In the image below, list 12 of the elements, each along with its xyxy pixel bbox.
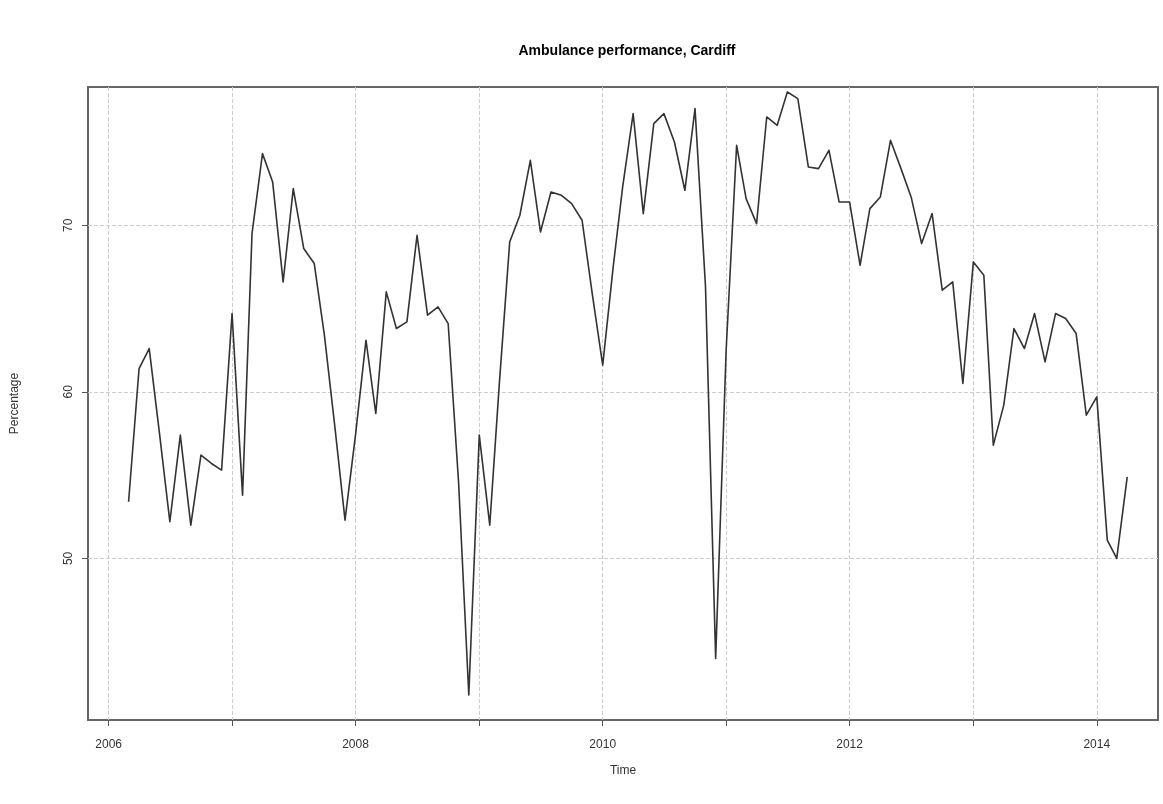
y-axis-title: Percentage <box>7 372 21 435</box>
x-tick-label: 2008 <box>342 737 370 751</box>
y-tick-label: 70 <box>61 218 75 232</box>
x-tick-label: 2012 <box>836 737 864 751</box>
y-tick-label: 60 <box>61 384 75 399</box>
x-axis-title: Time <box>609 763 637 777</box>
y-tick-label: 50 <box>61 551 75 566</box>
x-tick-label: 2006 <box>95 737 123 751</box>
x-tick-label: 2010 <box>589 737 617 751</box>
chart-title: Ambulance performance, Cardiff <box>518 42 736 58</box>
x-tick-label: 2014 <box>1083 737 1111 751</box>
line-series <box>127 91 1129 696</box>
